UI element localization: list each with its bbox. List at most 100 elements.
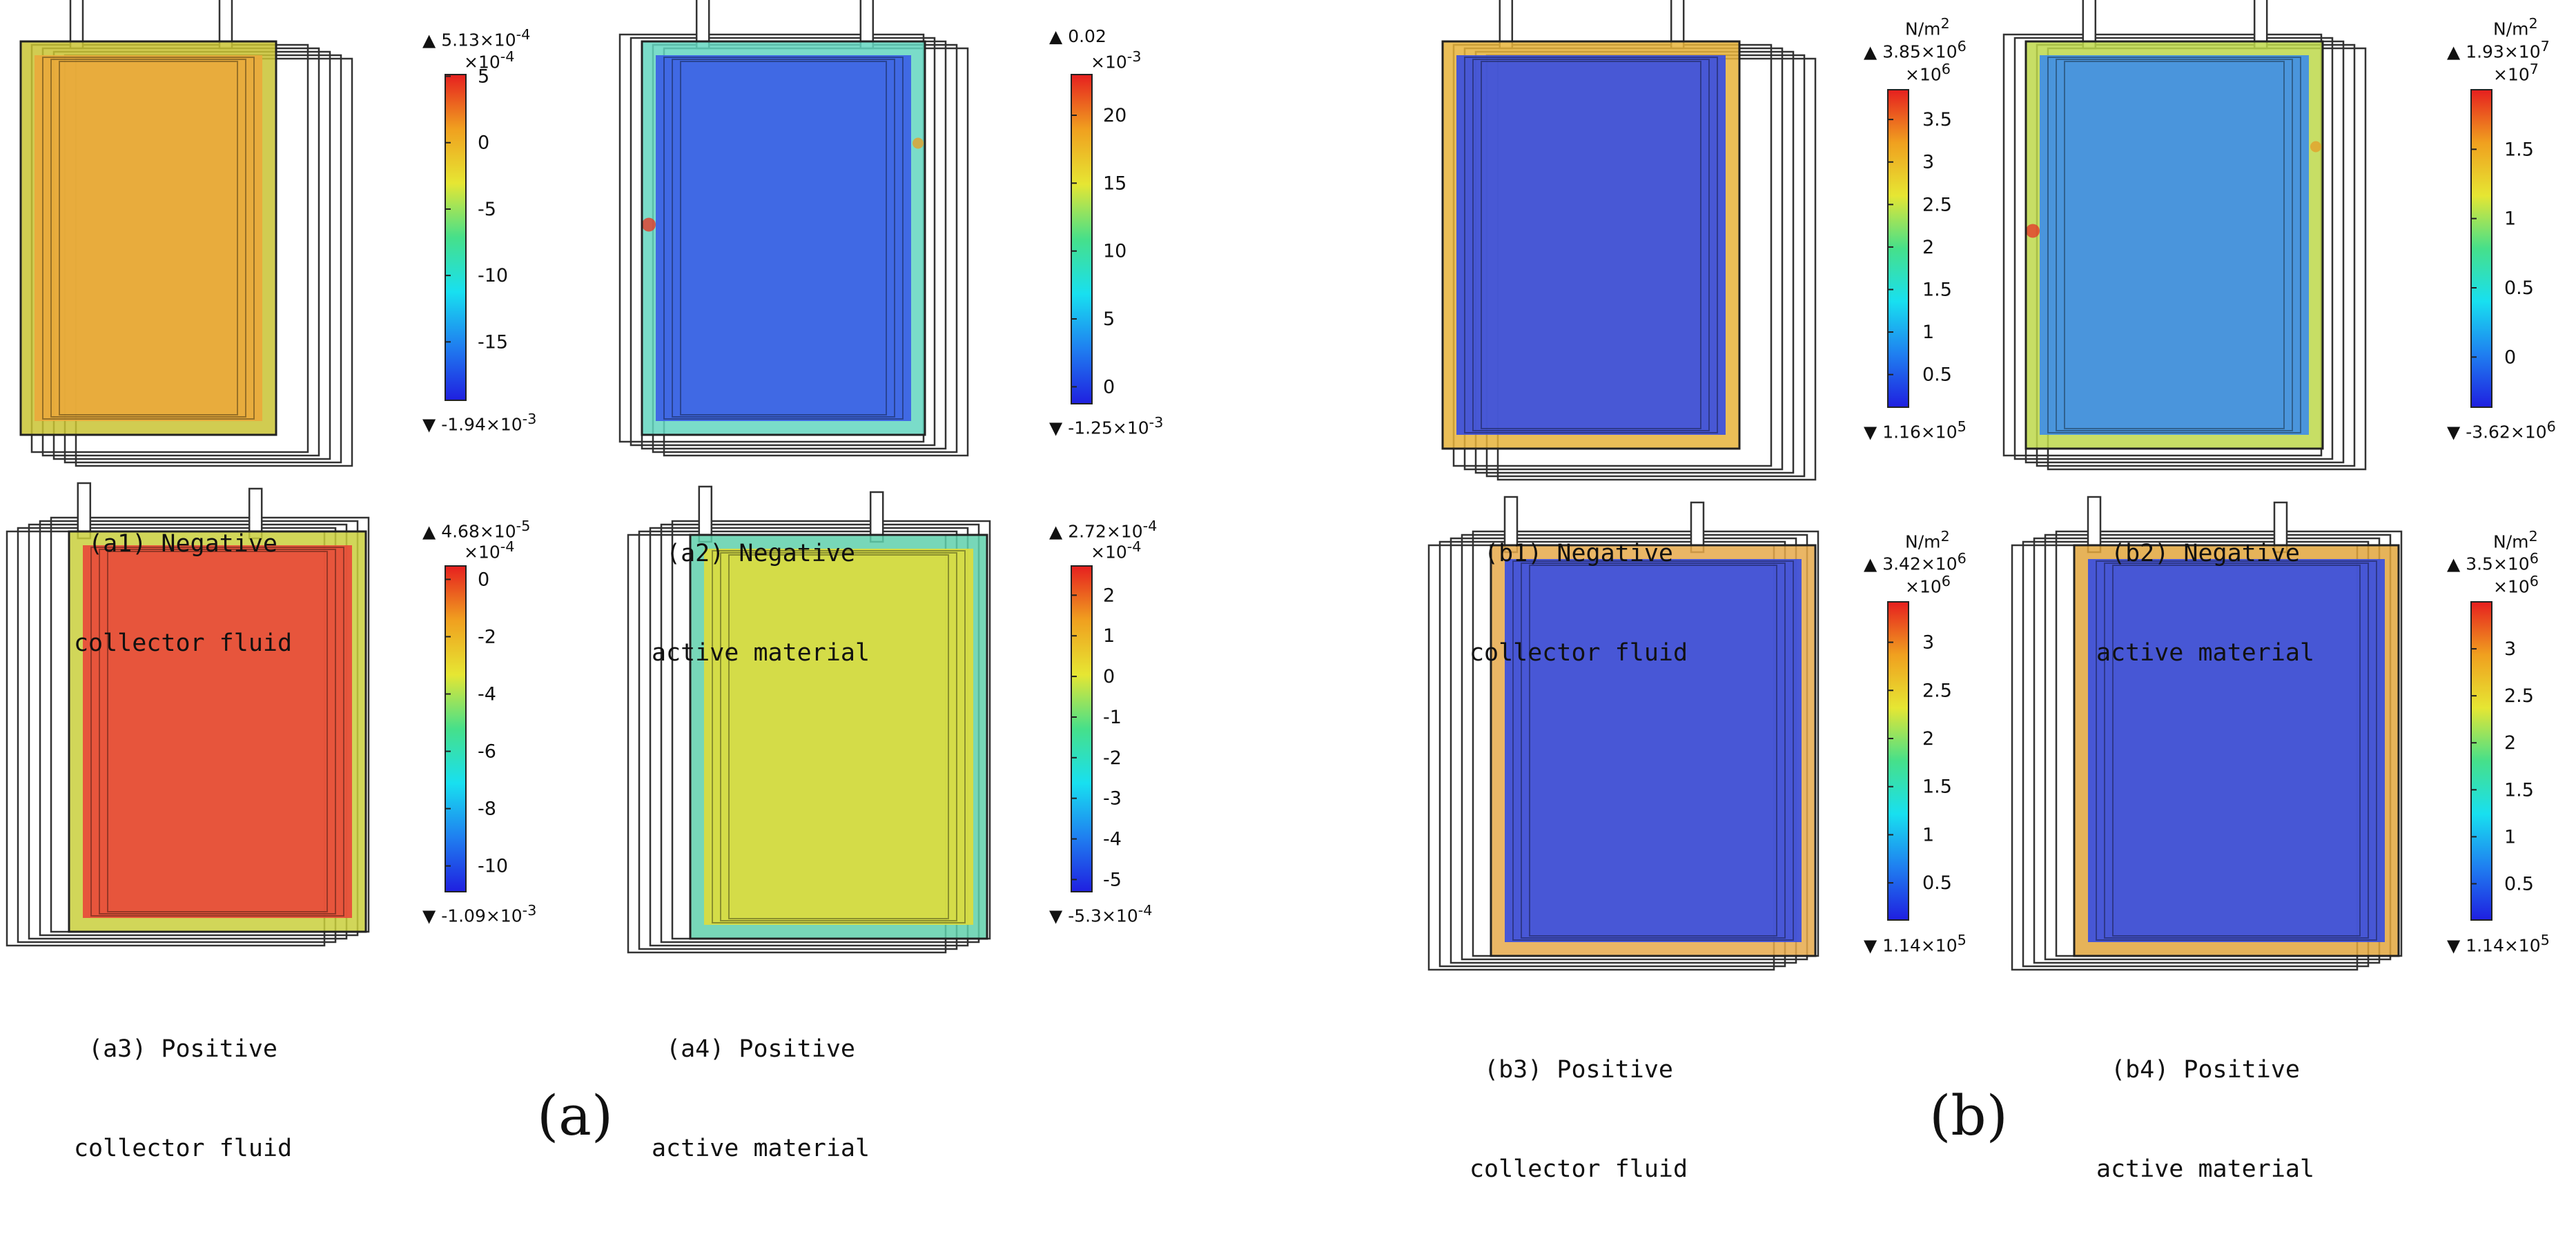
colorbar-tick-label: 0 bbox=[2504, 346, 2516, 368]
panel-b1: 3.5 3 2.5 2 1.5 1 0.5 bbox=[1441, 0, 1952, 481]
colorbar-tick-label: 1 bbox=[1922, 322, 1934, 343]
colorbar-a1-min-exp: -3 bbox=[522, 411, 537, 427]
colorbar-b3-multiplier: ×106 bbox=[1905, 573, 1951, 596]
colorbar-tick-label: 2 bbox=[1922, 237, 1934, 258]
field-interior bbox=[2088, 559, 2385, 942]
colorbar-b1-min-value: 1.16×10 bbox=[1882, 422, 1958, 442]
colorbar-b4-multiplier-base: ×10 bbox=[2493, 576, 2530, 597]
colorbar-tick-label: 3 bbox=[2504, 638, 2516, 660]
colorbar-a4-max-exp: -4 bbox=[1142, 518, 1158, 534]
colorbar-a3-min: ▼ -1.09×10-3 bbox=[422, 902, 537, 926]
colorbar-tick-label: 0.5 bbox=[2504, 873, 2534, 894]
field-interior bbox=[1505, 559, 1802, 942]
colorbar-a1 bbox=[445, 74, 467, 401]
colorbar-a2-min: ▼ -1.25×10-3 bbox=[1049, 414, 1164, 438]
colorbar-b4-min-value: 1.14×10 bbox=[2466, 935, 2541, 956]
colorbar-b2-max: ▲ 1.93×107 bbox=[2447, 38, 2550, 62]
colorbar-b2-min: ▼ -3.62×106 bbox=[2447, 418, 2556, 442]
colorbar-b1-unit-exp: 2 bbox=[1940, 15, 1950, 32]
field-outline bbox=[19, 40, 277, 436]
colorbar-b4 bbox=[2470, 601, 2492, 921]
colorbar-b1-max: ▲ 3.85×106 bbox=[1864, 38, 1967, 62]
colorbar-a3-multiplier-base: ×10 bbox=[464, 542, 500, 563]
caption-b3: (b3) Positive collector fluid bbox=[1420, 987, 1737, 1252]
colorbar-a4-multiplier-base: ×10 bbox=[1091, 542, 1127, 563]
caption-a1-line2: collector fluid bbox=[73, 629, 293, 657]
colorbar-a3-max-exp: -5 bbox=[516, 518, 531, 534]
subfigure-label-b: (b) bbox=[1929, 1084, 2008, 1148]
colorbar-tick-label: 0 bbox=[478, 569, 489, 590]
hotspot bbox=[913, 137, 924, 149]
colorbar-b1-min: ▼ 1.16×105 bbox=[1864, 418, 1967, 442]
colorbar-tick-label: 10 bbox=[1103, 241, 1126, 262]
colorbar-a1-multiplier-exp: -4 bbox=[500, 48, 515, 65]
hotspot bbox=[2310, 141, 2321, 153]
colorbar-b1-multiplier-base: ×10 bbox=[1905, 64, 1942, 85]
field-outline bbox=[2073, 544, 2400, 957]
colorbar-b3-min-exp: 5 bbox=[1957, 932, 1967, 948]
colorbar-tick-label: 2.5 bbox=[1922, 680, 1952, 701]
colorbar-a3-min-value: -1.09×10 bbox=[441, 906, 523, 926]
colorbar-tick-label: 1 bbox=[1103, 625, 1115, 647]
colorbar-tick-label: 2.5 bbox=[2504, 685, 2534, 707]
colorbar-b3-min: ▼ 1.14×105 bbox=[1864, 932, 1967, 956]
colorbar-a2-min-value: -1.25×10 bbox=[1068, 418, 1149, 438]
colorbar-b1-max-exp: 6 bbox=[1957, 38, 1967, 55]
field-layer-line bbox=[1472, 59, 1710, 431]
caption-b2-line2: active material bbox=[2096, 639, 2315, 667]
caption-a4-line2: active material bbox=[651, 1135, 870, 1162]
caption-a2: (a2) Negative active material bbox=[602, 471, 919, 736]
hotspot bbox=[2026, 224, 2040, 238]
colorbar-b2-unit-base: N/m bbox=[2493, 19, 2529, 39]
colorbar-tick-label: -2 bbox=[1103, 747, 1122, 769]
colorbar-a1-max-exp: -4 bbox=[516, 26, 531, 43]
colorbar-tick-label: 0.5 bbox=[1922, 364, 1952, 386]
hotspot bbox=[642, 217, 656, 232]
field-interior bbox=[2040, 55, 2309, 435]
colorbar-b3-max-exp: 6 bbox=[1957, 550, 1967, 567]
colorbar-a3 bbox=[445, 565, 467, 892]
colorbar-tick-label: -10 bbox=[478, 856, 508, 877]
colorbar-b2-min-value: -3.62×10 bbox=[2466, 422, 2547, 442]
colorbar-b1-max-value: 3.85×10 bbox=[1882, 41, 1958, 62]
colorbar-tick-label: 0 bbox=[1103, 376, 1115, 398]
colorbar-a1-multiplier: ×10-4 bbox=[464, 48, 515, 72]
colorbar-tick-label: 1.5 bbox=[2504, 779, 2534, 801]
field-interior bbox=[656, 55, 911, 421]
figure-plots: 50-5-10-15201510500-2-4-6-8-10210-1-2-3-… bbox=[6, 0, 2534, 971]
colorbar-a1-min-value: -1.94×10 bbox=[441, 414, 523, 435]
colorbar-a4-min-exp: -4 bbox=[1138, 902, 1153, 919]
field-layer-line bbox=[1529, 565, 1777, 937]
field-layer-line bbox=[720, 552, 957, 921]
colorbar-b2-multiplier-base: ×10 bbox=[2493, 64, 2530, 85]
caption-a2-line1: (a2) Negative bbox=[666, 540, 855, 567]
colorbar-b4-unit: N/m2 bbox=[2493, 528, 2538, 551]
field-layer-line bbox=[42, 57, 255, 420]
subfigure-label-a: (a) bbox=[536, 1084, 614, 1148]
field-outline bbox=[1490, 544, 1817, 957]
colorbar-a4-min-value: -5.3×10 bbox=[1068, 906, 1138, 926]
colorbar-b4-unit-exp: 2 bbox=[2528, 528, 2538, 545]
colorbar-a4 bbox=[1071, 565, 1093, 892]
field-outline bbox=[68, 530, 367, 933]
field-layer-line bbox=[2047, 57, 2301, 433]
panel-a3: 0 -2 -4 -6 -8 -10 bbox=[6, 482, 508, 947]
field-interior bbox=[1456, 55, 1726, 435]
colorbar-a4-min: ▼ -5.3×10-4 bbox=[1049, 902, 1153, 926]
field-layer-line bbox=[2112, 565, 2361, 937]
caption-b4-line2: active material bbox=[2096, 1155, 2315, 1183]
caption-b2-line1: (b2) Negative bbox=[2111, 540, 2300, 567]
colorbar-a3-multiplier: ×10-4 bbox=[464, 538, 515, 562]
caption-b3-line2: collector fluid bbox=[1469, 1155, 1688, 1183]
field-outline bbox=[1441, 40, 1741, 450]
colorbar-tick-label: -8 bbox=[478, 799, 496, 820]
colorbar-b4-unit-base: N/m bbox=[2493, 531, 2529, 552]
field-layer-line bbox=[2096, 560, 2377, 941]
colorbar-b1-min-exp: 5 bbox=[1957, 418, 1967, 435]
caption-a4: (a4) Positive active material bbox=[602, 966, 919, 1231]
field-layer-line bbox=[50, 59, 246, 418]
colorbar-tick-label: 3.5 bbox=[1922, 109, 1952, 130]
colorbar-b2-max-exp: 7 bbox=[2540, 38, 2550, 55]
caption-b1: (b1) Negative collector fluid bbox=[1420, 471, 1737, 736]
colorbar-b1-multiplier-exp: 6 bbox=[1941, 61, 1951, 77]
